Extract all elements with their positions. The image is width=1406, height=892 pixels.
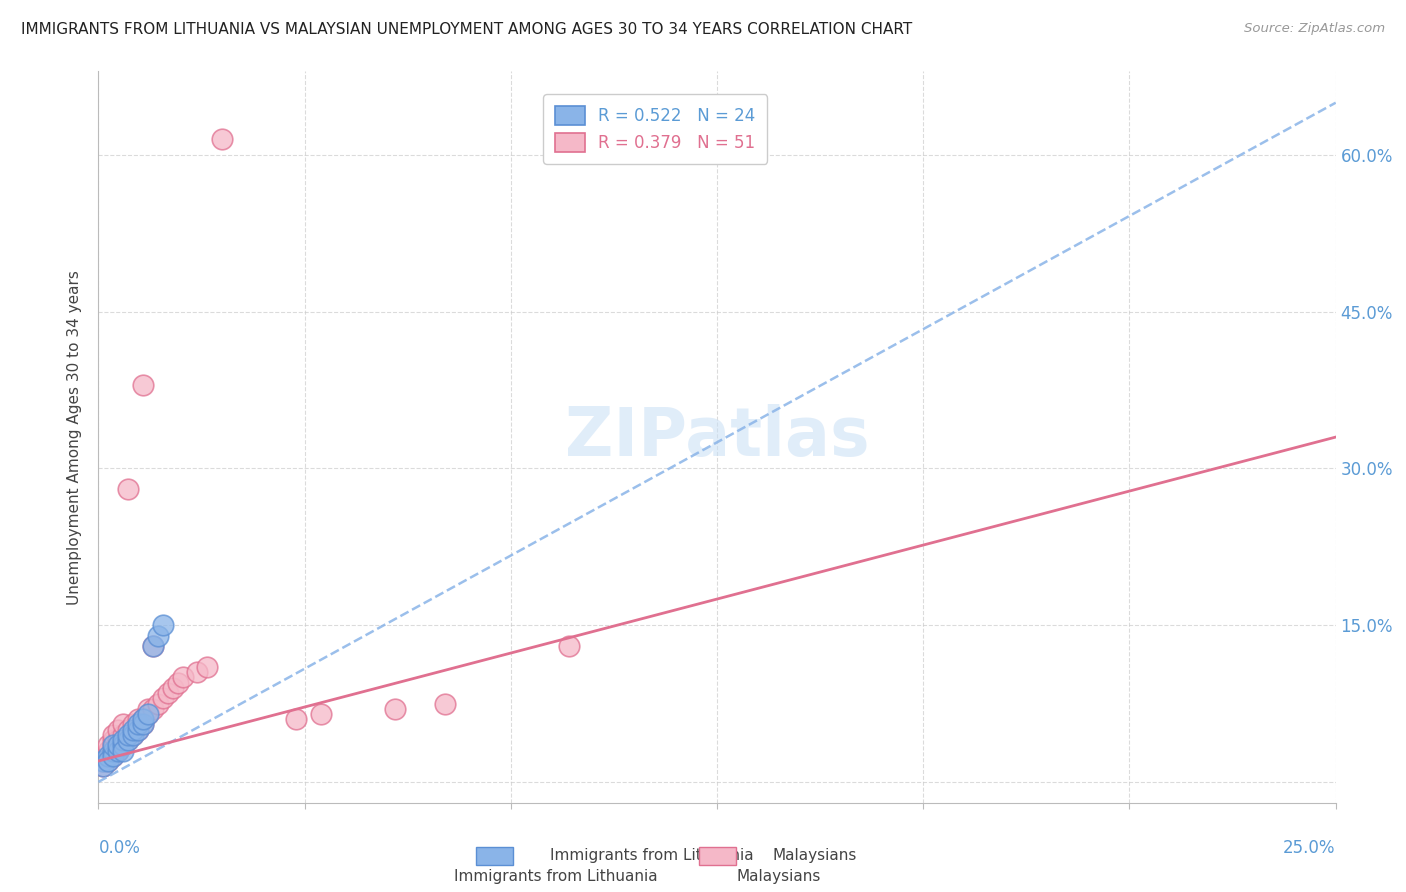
Point (127, 723, 149, 737)
Point (117, 733, 139, 747)
Point (93, 759, 115, 773)
Point (195, 660, 218, 674)
Text: Immigrants from Lithuania: Immigrants from Lithuania (454, 869, 658, 884)
Y-axis label: Unemployment Among Ages 30 to 34 years: Unemployment Among Ages 30 to 34 years (67, 269, 83, 605)
Point (103, 739, 125, 753)
Point (172, 670, 194, 684)
Point (117, 733, 139, 747)
Point (103, 728, 125, 742)
Point (107, 743, 129, 757)
Point (152, 618, 174, 632)
Point (107, 723, 129, 737)
Point (557, 639, 579, 653)
Point (127, 712, 149, 726)
Point (97, 754, 120, 768)
Point (107, 743, 129, 757)
Point (132, 717, 155, 731)
Point (146, 697, 169, 711)
Point (127, 723, 149, 737)
Point (97, 739, 120, 753)
Point (112, 739, 135, 753)
FancyBboxPatch shape (475, 847, 513, 865)
Point (122, 728, 145, 742)
Text: Malaysians: Malaysians (773, 848, 858, 863)
Point (384, 702, 406, 716)
Point (122, 723, 145, 737)
Point (103, 743, 125, 757)
Point (103, 748, 125, 763)
Text: Malaysians: Malaysians (737, 869, 821, 884)
Text: Source: ZipAtlas.com: Source: ZipAtlas.com (1244, 22, 1385, 36)
Point (112, 717, 135, 731)
Point (97, 748, 120, 763)
Point (103, 739, 125, 753)
Point (103, 748, 125, 763)
Point (122, 728, 145, 742)
Point (112, 733, 135, 747)
Point (112, 728, 135, 742)
Point (186, 665, 208, 680)
Point (136, 706, 159, 721)
Point (112, 743, 135, 757)
Text: Immigrants from Lithuania: Immigrants from Lithuania (550, 848, 754, 863)
Point (112, 733, 135, 747)
Point (93, 754, 115, 768)
Text: IMMIGRANTS FROM LITHUANIA VS MALAYSIAN UNEMPLOYMENT AMONG AGES 30 TO 34 YEARS CO: IMMIGRANTS FROM LITHUANIA VS MALAYSIAN U… (21, 22, 912, 37)
Point (285, 712, 308, 726)
Point (93, 754, 115, 768)
Text: 25.0%: 25.0% (1284, 839, 1336, 857)
Point (103, 733, 125, 747)
Point (93, 748, 115, 763)
Point (136, 706, 159, 721)
Point (132, 717, 155, 731)
Point (107, 739, 129, 753)
Point (142, 639, 165, 653)
Point (97, 748, 120, 763)
Point (112, 739, 135, 753)
Point (117, 723, 139, 737)
Point (122, 723, 145, 737)
Point (152, 691, 174, 706)
Point (107, 739, 129, 753)
Point (97, 743, 120, 757)
Point (103, 743, 125, 757)
Point (156, 686, 179, 700)
Point (162, 681, 184, 695)
Point (122, 717, 145, 731)
Point (117, 728, 139, 742)
FancyBboxPatch shape (699, 847, 735, 865)
Point (97, 754, 120, 768)
Point (136, 702, 159, 716)
Text: 0.0%: 0.0% (98, 839, 141, 857)
Point (107, 733, 129, 747)
Point (211, 132, 233, 146)
Point (132, 712, 155, 726)
Point (433, 697, 456, 711)
Point (309, 706, 332, 721)
Point (142, 639, 165, 653)
Point (132, 377, 155, 392)
Legend: R = 0.522   N = 24, R = 0.379   N = 51: R = 0.522 N = 24, R = 0.379 N = 51 (543, 95, 768, 163)
Point (166, 675, 188, 690)
Point (142, 702, 165, 716)
Point (117, 728, 139, 742)
Point (127, 717, 149, 731)
Point (127, 717, 149, 731)
Text: ZIPatlas: ZIPatlas (565, 404, 869, 470)
Point (117, 483, 139, 497)
Point (93, 759, 115, 773)
Point (146, 629, 169, 643)
Point (132, 712, 155, 726)
